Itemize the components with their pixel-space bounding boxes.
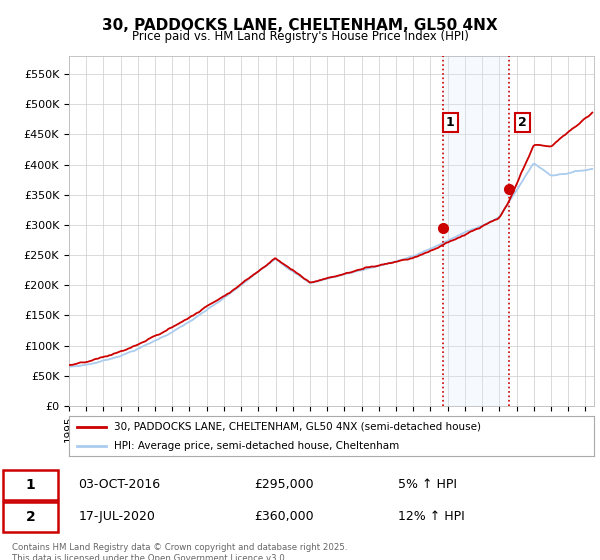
Text: 5% ↑ HPI: 5% ↑ HPI [398,478,457,492]
FancyBboxPatch shape [4,470,58,500]
FancyBboxPatch shape [4,502,58,532]
Text: £295,000: £295,000 [254,478,314,492]
Text: 2: 2 [26,510,35,524]
Text: 30, PADDOCKS LANE, CHELTENHAM, GL50 4NX: 30, PADDOCKS LANE, CHELTENHAM, GL50 4NX [102,18,498,34]
Text: £360,000: £360,000 [254,510,314,524]
Text: 2: 2 [518,116,527,129]
Text: 03-OCT-2016: 03-OCT-2016 [78,478,160,492]
Bar [443,56,509,406]
Text: 12% ↑ HPI: 12% ↑ HPI [398,510,464,524]
Text: 1: 1 [26,478,35,492]
Text: 30, PADDOCKS LANE, CHELTENHAM, GL50 4NX (semi-detached house): 30, PADDOCKS LANE, CHELTENHAM, GL50 4NX … [113,422,481,432]
Text: 1: 1 [446,116,455,129]
Text: HPI: Average price, semi-detached house, Cheltenham: HPI: Average price, semi-detached house,… [113,441,399,450]
Text: 17-JUL-2020: 17-JUL-2020 [78,510,155,524]
Text: Price paid vs. HM Land Registry's House Price Index (HPI): Price paid vs. HM Land Registry's House … [131,30,469,43]
Text: Contains HM Land Registry data © Crown copyright and database right 2025.
This d: Contains HM Land Registry data © Crown c… [12,543,347,560]
